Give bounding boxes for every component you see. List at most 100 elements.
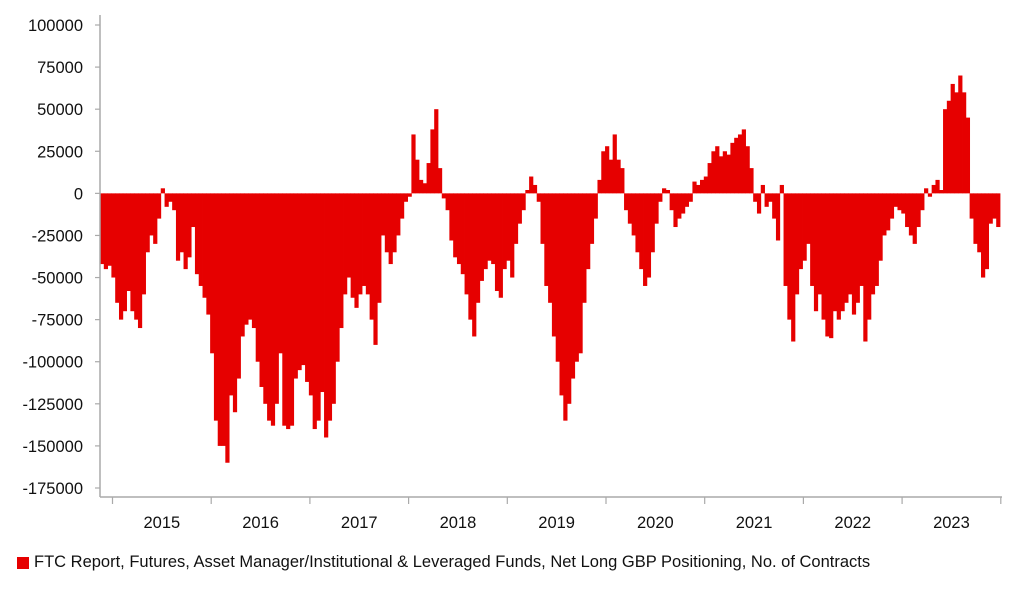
y-tick-label: 100000 xyxy=(28,17,83,35)
y-tick-label: 50000 xyxy=(37,101,83,119)
bar xyxy=(673,193,678,228)
bar xyxy=(377,193,382,303)
bar xyxy=(513,193,519,244)
bar xyxy=(829,193,834,339)
bar xyxy=(958,75,963,194)
bar xyxy=(756,193,762,214)
bar xyxy=(544,193,549,286)
bar xyxy=(536,193,541,202)
bar xyxy=(996,193,1001,228)
bar xyxy=(943,109,948,194)
bar xyxy=(445,193,450,211)
bar xyxy=(946,100,952,194)
bar xyxy=(111,193,116,278)
y-tick-label: -75000 xyxy=(32,312,83,330)
bar xyxy=(586,193,591,270)
bar xyxy=(468,193,473,320)
bar xyxy=(973,193,978,244)
x-tick-label: 2016 xyxy=(242,514,279,532)
bar xyxy=(658,193,663,202)
bar xyxy=(472,193,477,337)
bar xyxy=(977,193,982,253)
bar xyxy=(316,193,321,421)
bar xyxy=(832,193,838,312)
x-axis: 2015 2016 2017 2018 2019 2020 2021 2022 2023 xyxy=(100,496,1002,532)
bar xyxy=(403,193,408,202)
bar xyxy=(984,193,990,270)
bar xyxy=(810,193,815,286)
bar xyxy=(681,193,686,214)
bar xyxy=(365,193,371,295)
bar xyxy=(734,137,739,194)
bar xyxy=(798,193,803,270)
bar xyxy=(927,193,933,197)
bar xyxy=(175,193,181,261)
bar xyxy=(229,193,234,396)
bar xyxy=(529,176,534,194)
bar xyxy=(343,193,348,295)
bar xyxy=(346,193,352,278)
y-tick-label: 25000 xyxy=(37,143,83,161)
bar xyxy=(449,193,454,241)
bar xyxy=(935,179,940,194)
bar xyxy=(836,193,841,320)
bar xyxy=(677,193,682,219)
bar xyxy=(350,193,355,298)
bar xyxy=(791,193,796,342)
bar xyxy=(794,193,800,295)
bar xyxy=(160,188,165,194)
bar xyxy=(327,193,333,421)
bar xyxy=(426,163,431,194)
bar xyxy=(540,193,545,244)
bar xyxy=(198,193,203,286)
bar xyxy=(772,193,777,219)
bar xyxy=(358,193,363,295)
x-tick-label: 2015 xyxy=(143,514,180,532)
bar xyxy=(787,193,792,320)
bar xyxy=(912,193,917,244)
bar xyxy=(126,193,131,292)
bar xyxy=(965,117,971,194)
bar xyxy=(567,193,572,404)
bar xyxy=(954,92,959,194)
bar xyxy=(924,188,929,194)
bar xyxy=(654,193,659,224)
bar xyxy=(821,193,826,320)
bar xyxy=(194,193,200,275)
bar xyxy=(156,193,162,219)
x-tick-label: 2020 xyxy=(637,514,674,532)
bar xyxy=(696,184,701,194)
bar xyxy=(783,193,788,286)
bar xyxy=(248,193,253,320)
bar xyxy=(688,193,693,202)
bar xyxy=(874,193,879,286)
bar xyxy=(137,193,143,329)
bar xyxy=(855,193,860,303)
bar xyxy=(737,134,743,194)
bar xyxy=(920,193,925,211)
bar xyxy=(255,193,260,362)
y-tick-label: -25000 xyxy=(32,227,83,245)
bar xyxy=(407,193,412,197)
bar xyxy=(844,193,849,303)
bar xyxy=(213,193,219,421)
bar xyxy=(601,151,606,194)
bar xyxy=(354,193,359,308)
bar xyxy=(464,193,469,295)
bar xyxy=(867,193,872,320)
x-tick-label: 2018 xyxy=(440,514,477,532)
bar xyxy=(141,193,146,295)
bar xyxy=(267,193,272,421)
x-tick-label: 2022 xyxy=(834,514,871,532)
bar xyxy=(289,193,295,426)
bar xyxy=(684,193,690,207)
bar xyxy=(251,193,257,329)
bar xyxy=(297,193,302,371)
bar xyxy=(107,193,112,266)
bar xyxy=(525,190,530,194)
bar xyxy=(134,193,139,320)
bar xyxy=(453,193,458,258)
bar xyxy=(263,193,268,404)
bar xyxy=(388,193,393,265)
bar xyxy=(775,193,781,241)
